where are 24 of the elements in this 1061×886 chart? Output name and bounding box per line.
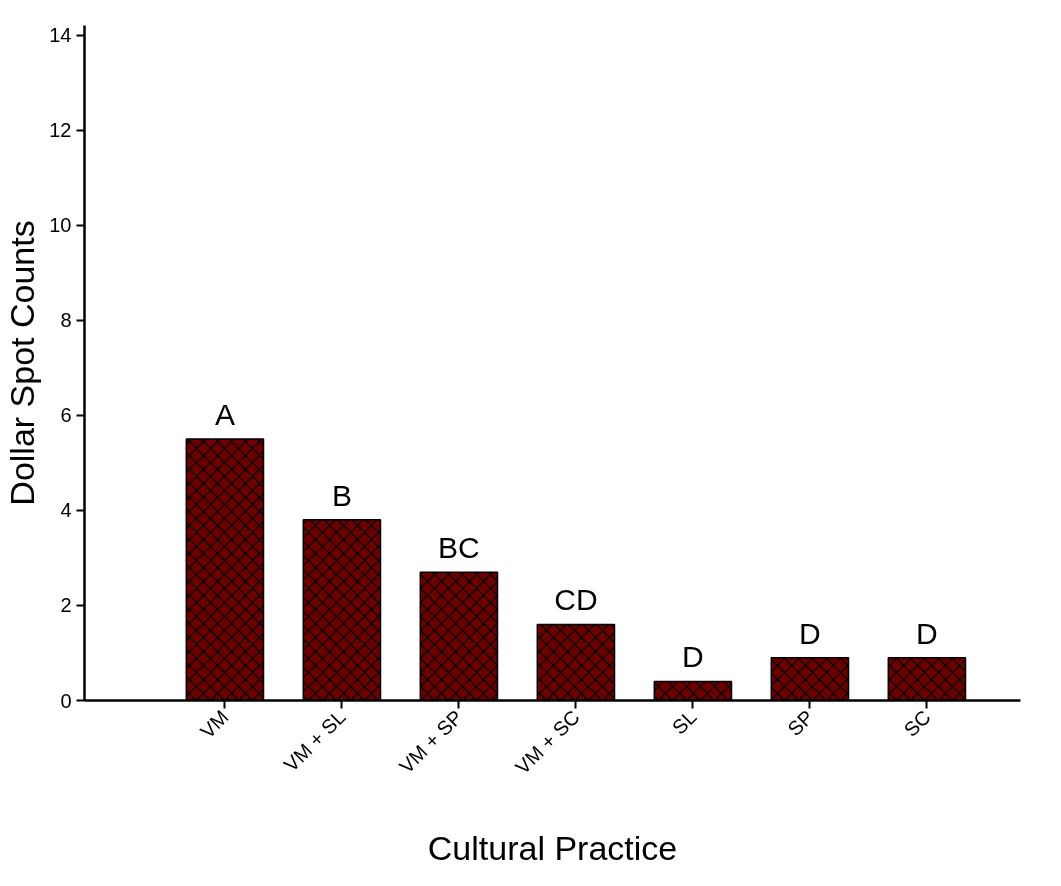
y-tick-label: 6 [60, 404, 72, 427]
annotation: BC [438, 531, 480, 565]
y-tick-label: 10 [49, 214, 72, 237]
x-tick-label: VM [195, 705, 233, 743]
y-tick-label: 0 [60, 689, 72, 712]
annotation: D [916, 616, 938, 650]
y-axis-title: Dollar Spot Counts [3, 220, 42, 506]
x-tick-label: VM + SC [511, 705, 584, 779]
y-tick-label: 4 [60, 499, 72, 522]
x-tick-label: SL [667, 705, 701, 739]
annotation: D [799, 616, 821, 650]
annotation: D [682, 640, 704, 674]
x-tick-label: VM + SP [394, 705, 467, 778]
y-tick-label: 2 [60, 594, 72, 617]
x-tick-label: SC [899, 705, 935, 741]
x-tick-label: SP [783, 705, 818, 741]
annotation: A [214, 398, 235, 432]
annotation: CD [554, 583, 598, 617]
y-tick-label: 8 [60, 309, 72, 332]
x-tick-label: VM + SL [279, 705, 350, 776]
y-tick-label: 14 [49, 24, 72, 47]
y-tick-label: 12 [49, 119, 72, 142]
x-axis-title: Cultural Practice [427, 829, 678, 868]
annotation: B [331, 478, 352, 512]
